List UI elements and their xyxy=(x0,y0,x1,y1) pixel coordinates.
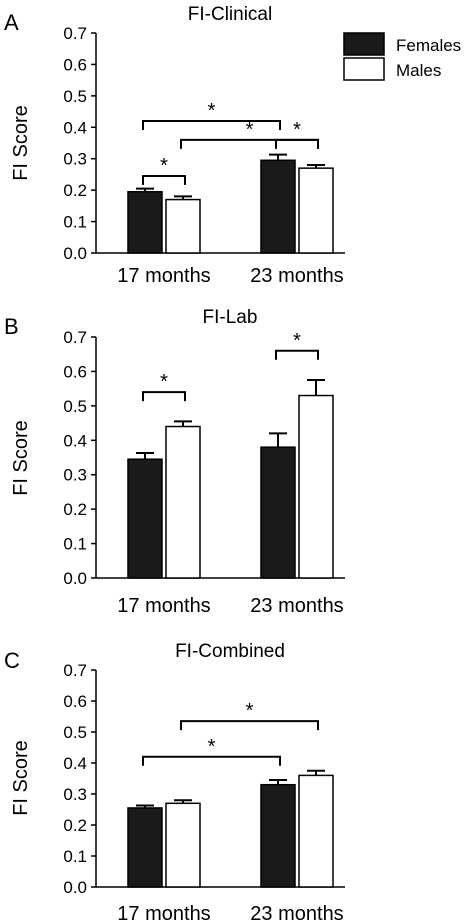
y-tick-label: 0.2 xyxy=(63,816,87,835)
panel-title: FI-Lab xyxy=(203,307,258,328)
bar-females xyxy=(127,458,163,579)
y-tick-label: 0.3 xyxy=(63,150,87,169)
y-tick-label: 0.0 xyxy=(63,878,87,897)
panel-title: FI-Clinical xyxy=(188,4,272,25)
significance-bracket xyxy=(275,138,319,149)
legend-label-males: Males xyxy=(396,61,441,80)
x-category-label: 23 months xyxy=(250,595,343,617)
bar-males xyxy=(165,425,201,579)
y-tick-label: 0.6 xyxy=(63,55,87,74)
x-category-label: 17 months xyxy=(117,265,210,287)
panel-title: FI-Combined xyxy=(175,641,285,662)
significance-star: * xyxy=(160,155,168,177)
bar-females xyxy=(127,807,163,888)
significance-bracket xyxy=(142,755,281,766)
panel-letter: B xyxy=(4,314,19,339)
bar-males xyxy=(165,198,201,254)
legend: Females Males xyxy=(343,32,461,81)
x-category-label: 23 months xyxy=(250,265,343,287)
y-tick-label: 0.6 xyxy=(63,362,87,381)
y-axis-label: FI Score xyxy=(10,740,32,816)
significance-bracket xyxy=(180,138,319,149)
bar-females xyxy=(260,783,296,888)
significance-star: * xyxy=(208,100,216,122)
bar-males xyxy=(298,167,334,254)
y-tick-label: 0.2 xyxy=(63,500,87,519)
significance-bracket xyxy=(275,349,319,360)
bar-females xyxy=(260,159,296,254)
significance-bracket xyxy=(142,175,186,185)
y-tick-label: 0.4 xyxy=(63,754,87,773)
bar-males xyxy=(165,802,201,888)
y-tick-label: 0.4 xyxy=(63,431,87,450)
y-tick-label: 0.1 xyxy=(63,213,87,232)
y-tick-label: 0.3 xyxy=(63,466,87,485)
panel-a: A FI-Clinical 0.0 0.1 0.2 0.3 0.4 0.5 0.6 0.7 FI S… xyxy=(4,4,345,287)
significance-star: * xyxy=(208,736,216,758)
bar-males xyxy=(298,774,334,888)
significance-bracket xyxy=(142,391,186,402)
bar-females xyxy=(127,190,163,254)
significance-star: * xyxy=(246,119,254,141)
y-tick-label: 0.3 xyxy=(63,785,87,804)
y-tick-label: 0.7 xyxy=(63,24,87,43)
y-tick-label: 0.7 xyxy=(63,661,87,680)
y-tick-label: 0.4 xyxy=(63,118,87,137)
panel-b: B FI-Lab 0.0 0.1 0.2 0.3 0.4 0.5 0.6 0.7 FI Score 1… xyxy=(4,307,345,617)
y-tick-label: 0.5 xyxy=(63,397,87,416)
panel-c: C FI-Combined 0.0 0.1 0.2 0.3 0.4 0.5 0.6 0.7 FI S… xyxy=(4,641,345,923)
y-axis-label: FI Score xyxy=(10,105,32,181)
significance-star: * xyxy=(246,700,254,722)
legend-swatch-females xyxy=(343,32,385,56)
significance-star: * xyxy=(160,371,168,393)
y-tick-label: 0.1 xyxy=(63,847,87,866)
y-tick-label: 0.6 xyxy=(63,692,87,711)
legend-swatch-males xyxy=(343,57,385,81)
x-category-label: 17 months xyxy=(117,903,210,923)
x-category-label: 23 months xyxy=(250,903,343,923)
y-tick-label: 0.0 xyxy=(63,569,87,588)
significance-bracket xyxy=(142,120,281,130)
y-tick-label: 0.1 xyxy=(63,535,87,554)
bar-males xyxy=(298,394,334,579)
y-tick-label: 0.2 xyxy=(63,181,87,200)
x-category-label: 17 months xyxy=(117,595,210,617)
panel-letter: C xyxy=(4,648,20,673)
significance-bracket xyxy=(180,720,319,731)
y-tick-label: 0.5 xyxy=(63,723,87,742)
significance-star: * xyxy=(293,119,301,141)
y-axis-label: FI Score xyxy=(10,420,32,496)
bar-females xyxy=(260,446,296,579)
panel-letter: A xyxy=(4,10,19,35)
legend-label-females: Females xyxy=(396,36,461,55)
y-tick-label: 0.0 xyxy=(63,244,87,263)
y-tick-label: 0.5 xyxy=(63,87,87,106)
y-tick-label: 0.7 xyxy=(63,328,87,347)
significance-star: * xyxy=(293,330,301,352)
